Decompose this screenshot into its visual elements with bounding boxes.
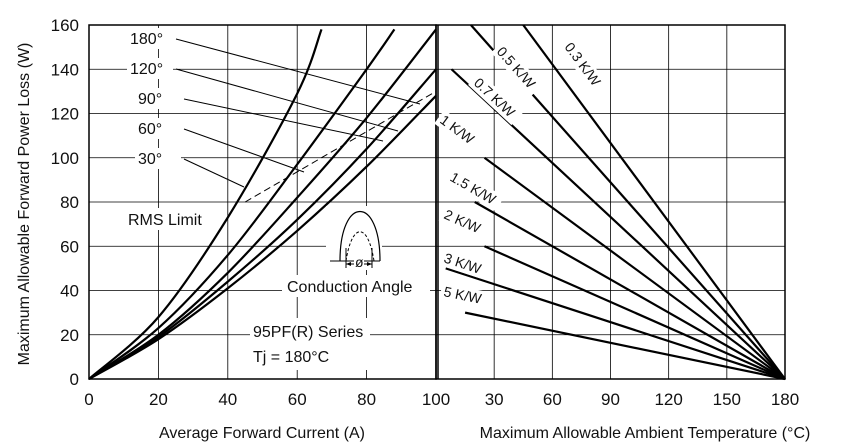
line-0-3-K-W — [522, 24, 786, 380]
y-tick-labels: 0 20 40 60 80 100 120 140 160 — [51, 16, 79, 389]
leader-lines — [175, 38, 421, 188]
leader-line — [175, 68, 399, 132]
y-tick-label: 20 — [60, 326, 79, 345]
angle-label-bg — [135, 148, 181, 169]
angle-label: 90° — [138, 91, 162, 108]
angle-label: 120° — [130, 61, 163, 78]
left-series-group — [88, 28, 437, 380]
kw-label-bg — [434, 109, 480, 150]
y-tick-label: 120 — [51, 105, 79, 124]
rms-limit-label: RMS Limit — [128, 212, 202, 229]
y-tick-label: 100 — [51, 149, 79, 168]
kw-label-group: 0.3 K/W — [559, 36, 608, 95]
curve-90deg — [88, 28, 437, 380]
series-name-label: 95PF(R) Series — [253, 324, 363, 341]
kw-label: 0.5 K/W — [494, 43, 540, 91]
angle-label-bg — [127, 28, 173, 49]
x-tick-label: 120 — [654, 390, 682, 409]
line-5-K-W — [464, 311, 786, 381]
right-x-axis-label: Maximum Allowable Ambient Temperature (°… — [480, 425, 811, 442]
leader-line — [183, 98, 384, 142]
angle-labels: 180° 120° 90° 60° 30° — [127, 28, 181, 169]
y-tick-label: 60 — [60, 237, 79, 256]
conduction-angle-label: Conduction Angle — [287, 279, 413, 296]
kw-label-bg — [439, 282, 486, 309]
kw-label-group: 1.5 K/W — [444, 167, 505, 212]
angle-label: 60° — [138, 121, 162, 138]
kw-label-bg — [559, 36, 608, 95]
rms-limit-line — [244, 90, 437, 203]
leader-line — [183, 128, 305, 173]
leader-line — [183, 158, 245, 188]
kw-label-group: 5 K/W — [439, 282, 486, 309]
kw-label: 0.3 K/W — [562, 39, 605, 89]
angle-label-bg — [135, 118, 181, 139]
conduction-angle-diagram: ø — [326, 206, 382, 270]
y-tick-label: 80 — [60, 193, 79, 212]
curve-180deg — [88, 95, 437, 380]
kw-label-bg — [438, 204, 486, 239]
line-2-K-W — [484, 245, 786, 381]
angle-label: 30° — [138, 151, 162, 168]
x-tick-label: 20 — [149, 390, 168, 409]
x-tick-label: 80 — [357, 390, 376, 409]
curve-120deg — [88, 68, 437, 380]
conduction-label-bg — [282, 275, 430, 297]
leader-line — [175, 38, 421, 105]
kw-label-bg — [444, 167, 505, 212]
angle-label-bg — [135, 88, 181, 109]
right-plot-frame — [435, 24, 786, 380]
x-tick-label: 0 — [84, 390, 93, 409]
series-label-bg — [250, 318, 370, 370]
x-tick-label: 150 — [713, 390, 741, 409]
x-tick-label: 30 — [485, 390, 504, 409]
left-x-axis-label: Average Forward Current (A) — [159, 425, 365, 442]
y-tick-label: 40 — [60, 282, 79, 301]
grid — [89, 25, 785, 379]
x-tick-label: 90 — [601, 390, 620, 409]
kw-label: 2 K/W — [442, 206, 484, 236]
kw-label-bg — [438, 248, 487, 279]
kw-label-bg — [491, 41, 544, 97]
x-tick-label: 180 — [771, 390, 799, 409]
phi-symbol: ø — [355, 254, 364, 270]
rms-label-bg — [125, 208, 215, 230]
line-3-K-W — [445, 267, 786, 381]
angle-label: 180° — [130, 31, 163, 48]
kw-label: 3 K/W — [442, 250, 484, 277]
curve-30deg — [88, 29, 323, 380]
line-1-5-K-W — [474, 201, 786, 380]
line-1-K-W — [483, 156, 786, 380]
angle-label-bg — [127, 58, 173, 79]
y-tick-label: 160 — [51, 16, 79, 35]
left-x-tick-labels: 0 20 40 60 80 — [84, 390, 376, 409]
kw-label: 5 K/W — [442, 283, 483, 307]
y-tick-label: 0 — [70, 370, 79, 389]
x-tick-label: 100 — [422, 390, 450, 409]
kw-label-bg — [468, 72, 524, 126]
x-tick-label: 60 — [288, 390, 307, 409]
y-tick-label: 140 — [51, 60, 79, 79]
curve-60deg — [88, 28, 396, 380]
right-x-tick-labels: 100 30 60 90 120 150 180 — [422, 390, 799, 409]
kw-label-group: 2 K/W — [438, 204, 486, 239]
tj-label: Tj = 180°C — [253, 349, 329, 366]
kw-label-group: 0.7 K/W — [468, 72, 524, 126]
x-tick-label: 40 — [218, 390, 237, 409]
y-axis-label: Maximum Allowable Forward Power Loss (W) — [16, 43, 33, 366]
x-tick-label: 60 — [543, 390, 562, 409]
kw-label-group: 1 K/W — [434, 109, 480, 150]
